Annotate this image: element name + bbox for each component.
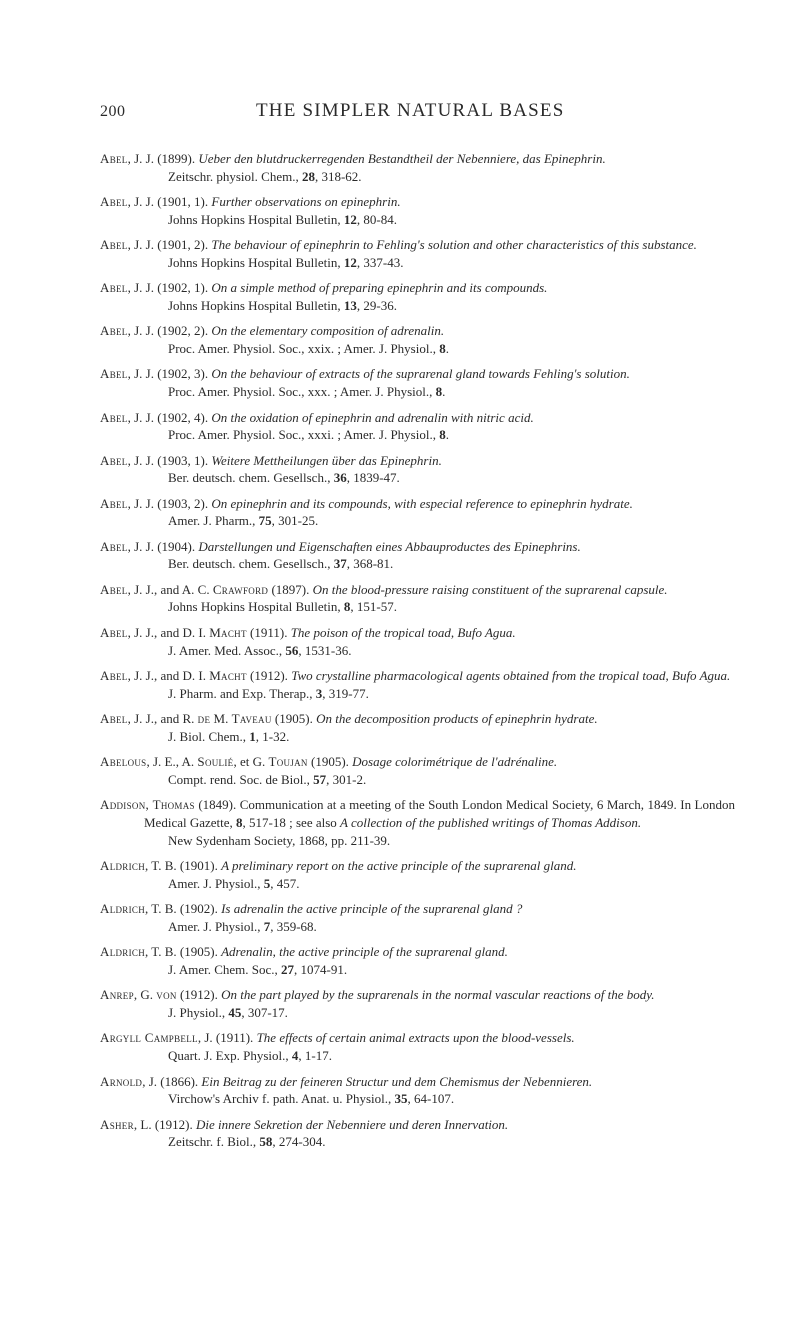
bibliography-entry: Addison, Thomas (1849). Communication at… [100,796,735,849]
entry-main: Abelous, J. E., A. Soulié, et G. Toujan … [100,753,735,771]
entry-main: Abel, J. J., and A. C. Crawford (1897). … [100,581,735,599]
entry-citation: New Sydenham Society, 1868, pp. 211-39. [100,832,735,850]
entry-citation: Amer. J. Physiol., 5, 457. [100,875,735,893]
entry-main: Abel, J. J., and D. I. Macht (1912). Two… [100,667,735,685]
entry-citation: Zeitschr. physiol. Chem., 28, 318-62. [100,168,735,186]
bibliography-entry: Abel, J. J., and D. I. Macht (1912). Two… [100,667,735,702]
entry-citation: Johns Hopkins Hospital Bulletin, 8, 151-… [100,598,735,616]
entry-main: Aldrich, T. B. (1901). A preliminary rep… [100,857,735,875]
bibliography-entry: Abel, J. J. (1902, 1). On a simple metho… [100,279,735,314]
entry-main: Asher, L. (1912). Die innere Sekretion d… [100,1116,735,1134]
bibliography-entry: Abel, J. J. (1899). Ueber den blutdrucke… [100,150,735,185]
bibliography-list: Abel, J. J. (1899). Ueber den blutdrucke… [100,150,735,1151]
entry-citation: J. Amer. Chem. Soc., 27, 1074-91. [100,961,735,979]
entry-citation: Ber. deutsch. chem. Gesellsch., 36, 1839… [100,469,735,487]
bibliography-entry: Anrep, G. von (1912). On the part played… [100,986,735,1021]
entry-main: Abel, J. J. (1901, 2). The behaviour of … [100,236,735,254]
entry-citation: Proc. Amer. Physiol. Soc., xxxi. ; Amer.… [100,426,735,444]
bibliography-entry: Aldrich, T. B. (1901). A preliminary rep… [100,857,735,892]
entry-main: Aldrich, T. B. (1902). Is adrenalin the … [100,900,735,918]
entry-main: Abel, J. J. (1904). Darstellungen und Ei… [100,538,735,556]
entry-main: Abel, J. J., and D. I. Macht (1911). The… [100,624,735,642]
running-title: THE SIMPLER NATURAL BASES [126,100,736,122]
bibliography-entry: Aldrich, T. B. (1902). Is adrenalin the … [100,900,735,935]
entry-main: Arnold, J. (1866). Ein Beitrag zu der fe… [100,1073,735,1091]
entry-main: Abel, J. J. (1902, 1). On a simple metho… [100,279,735,297]
bibliography-entry: Abel, J. J., and A. C. Crawford (1897). … [100,581,735,616]
entry-citation: Johns Hopkins Hospital Bulletin, 13, 29-… [100,297,735,315]
entry-citation: Virchow's Archiv f. path. Anat. u. Physi… [100,1090,735,1108]
bibliography-entry: Abel, J. J., and D. I. Macht (1911). The… [100,624,735,659]
bibliography-entry: Abel, J. J. (1902, 2). On the elementary… [100,322,735,357]
entry-main: Abel, J. J. (1899). Ueber den blutdrucke… [100,150,735,168]
entry-citation: Amer. J. Physiol., 7, 359-68. [100,918,735,936]
bibliography-entry: Abel, J. J. (1904). Darstellungen und Ei… [100,538,735,573]
running-head: 200 THE SIMPLER NATURAL BASES [100,100,735,122]
bibliography-entry: Abel, J. J. (1903, 2). On epinephrin and… [100,495,735,530]
entry-citation: Amer. J. Pharm., 75, 301-25. [100,512,735,530]
bibliography-entry: Asher, L. (1912). Die innere Sekretion d… [100,1116,735,1151]
entry-main: Abel, J. J. (1901, 1). Further observati… [100,193,735,211]
bibliography-entry: Aldrich, T. B. (1905). Adrenalin, the ac… [100,943,735,978]
entry-citation: Quart. J. Exp. Physiol., 4, 1-17. [100,1047,735,1065]
entry-main: Abel, J. J. (1903, 1). Weitere Mettheilu… [100,452,735,470]
entry-citation: Proc. Amer. Physiol. Soc., xxx. ; Amer. … [100,383,735,401]
bibliography-entry: Abel, J. J. (1901, 2). The behaviour of … [100,236,735,271]
bibliography-entry: Abel, J. J. (1901, 1). Further observati… [100,193,735,228]
entry-main: Aldrich, T. B. (1905). Adrenalin, the ac… [100,943,735,961]
bibliography-entry: Abel, J. J. (1903, 1). Weitere Mettheilu… [100,452,735,487]
entry-main: Argyll Campbell, J. (1911). The effects … [100,1029,735,1047]
entry-citation: J. Amer. Med. Assoc., 56, 1531-36. [100,642,735,660]
entry-citation: Johns Hopkins Hospital Bulletin, 12, 80-… [100,211,735,229]
entry-main: Abel, J. J. (1902, 2). On the elementary… [100,322,735,340]
page-number: 200 [100,103,126,121]
bibliography-entry: Abelous, J. E., A. Soulié, et G. Toujan … [100,753,735,788]
bibliography-entry: Abel, J. J., and R. de M. Taveau (1905).… [100,710,735,745]
entry-citation: Proc. Amer. Physiol. Soc., xxix. ; Amer.… [100,340,735,358]
entry-citation: Compt. rend. Soc. de Biol., 57, 301-2. [100,771,735,789]
bibliography-entry: Abel, J. J. (1902, 3). On the behaviour … [100,365,735,400]
entry-main: Abel, J. J. (1902, 4). On the oxidation … [100,409,735,427]
entry-citation: J. Physiol., 45, 307-17. [100,1004,735,1022]
page: 200 THE SIMPLER NATURAL BASES Abel, J. J… [0,0,800,1199]
entry-main: Abel, J. J. (1903, 2). On epinephrin and… [100,495,735,513]
entry-citation: J. Pharm. and Exp. Therap., 3, 319-77. [100,685,735,703]
bibliography-entry: Abel, J. J. (1902, 4). On the oxidation … [100,409,735,444]
entry-main: Abel, J. J., and R. de M. Taveau (1905).… [100,710,735,728]
entry-citation: Zeitschr. f. Biol., 58, 274-304. [100,1133,735,1151]
bibliography-entry: Arnold, J. (1866). Ein Beitrag zu der fe… [100,1073,735,1108]
entry-citation: Ber. deutsch. chem. Gesellsch., 37, 368-… [100,555,735,573]
entry-main: Addison, Thomas (1849). Communication at… [100,796,735,831]
entry-main: Anrep, G. von (1912). On the part played… [100,986,735,1004]
entry-main: Abel, J. J. (1902, 3). On the behaviour … [100,365,735,383]
entry-citation: J. Biol. Chem., 1, 1-32. [100,728,735,746]
entry-citation: Johns Hopkins Hospital Bulletin, 12, 337… [100,254,735,272]
bibliography-entry: Argyll Campbell, J. (1911). The effects … [100,1029,735,1064]
